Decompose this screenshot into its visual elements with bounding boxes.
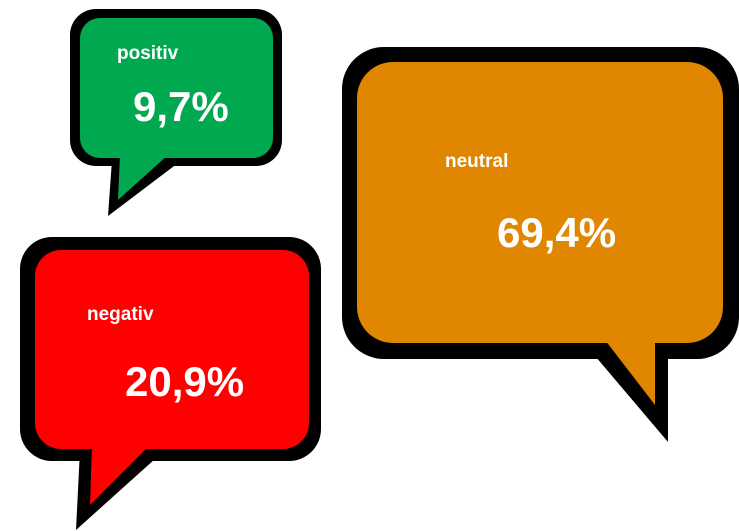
bubble-tail-fill	[118, 155, 168, 200]
bubble-value: 20,9%	[125, 358, 244, 405]
bubble-value: 69,4%	[497, 209, 616, 256]
bubble-neutral: neutral 69,4%	[342, 47, 739, 442]
bubble-label: negativ	[87, 304, 154, 325]
bubble-tail-fill	[605, 340, 655, 405]
bubble-value: 9,7%	[133, 83, 229, 130]
bubble-negativ: negativ 20,9%	[20, 237, 321, 530]
bubble-label: neutral	[445, 151, 508, 172]
bubble-label: positiv	[117, 43, 179, 64]
bubble-positiv: positiv 9,7%	[70, 9, 282, 216]
bubble-body	[35, 250, 309, 449]
bubble-tail-fill	[90, 445, 150, 505]
bubble-body	[80, 18, 273, 158]
bubble-body	[357, 62, 723, 343]
